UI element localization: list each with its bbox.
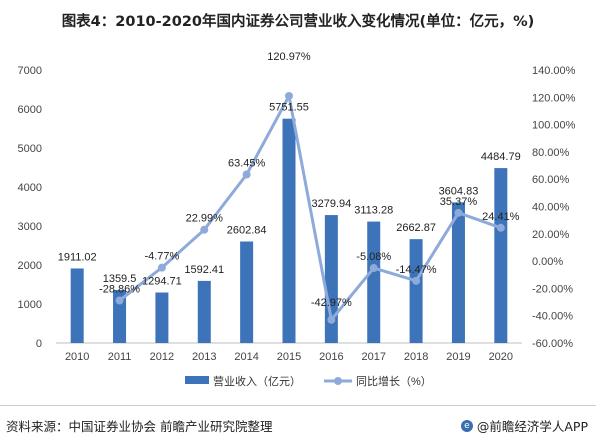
- growth-point: [285, 91, 293, 100]
- line-data-label: -14.47%: [396, 264, 437, 276]
- left-axis-tick-label: 6000: [18, 104, 42, 116]
- bar-data-label: 5751.55: [269, 102, 309, 114]
- line-data-label: 120.97%: [267, 51, 311, 63]
- line-data-label: 24.41%: [482, 211, 520, 223]
- legend-bar-label: 营业收入（亿元）: [213, 374, 301, 388]
- line-data-labels: -28.86% -4.77% 22.99% 63.45% 120.97% -42.97% -…: [99, 51, 520, 309]
- chart-title: 图表4：2010-2020年国内证券公司营业收入变化情况(单位：亿元，%): [61, 14, 535, 30]
- line-data-label: 22.99%: [186, 213, 224, 225]
- right-axis-tick-label: 100.00%: [532, 120, 576, 132]
- x-axis-tick-label: 2018: [404, 351, 428, 363]
- growth-point: [454, 208, 463, 217]
- bar-data-label: 1359.5: [103, 273, 137, 285]
- bar: [113, 289, 127, 343]
- legend: 营业收入（亿元） 同比增长（%）: [185, 374, 432, 388]
- brand-label: @前瞻经济学人APP: [476, 419, 588, 434]
- right-axis-tick-label: -40.00%: [532, 311, 573, 323]
- x-axis-tick-label: 2020: [489, 351, 513, 363]
- line-data-label: -5.08%: [356, 251, 391, 263]
- legend-line-label: 同比增长（%）: [356, 374, 432, 388]
- growth-point: [200, 225, 209, 234]
- bar-data-label: 3113.28: [354, 205, 393, 217]
- growth-point: [496, 223, 505, 232]
- line-series: [115, 91, 505, 324]
- right-axis-tick-label: 20.00%: [532, 229, 570, 241]
- growth-point: [327, 315, 336, 324]
- bar: [282, 118, 296, 344]
- growth-point: [115, 296, 124, 305]
- x-axis-tick-label: 2011: [108, 351, 132, 363]
- right-axis-tick-label: -60.00%: [532, 338, 573, 350]
- bar-data-label: 2602.84: [227, 224, 267, 236]
- legend-line-marker: [334, 377, 342, 385]
- left-axis-tick-label: 3000: [18, 221, 42, 233]
- right-axis-tick-label: 60.00%: [532, 174, 570, 186]
- bar: [240, 241, 254, 343]
- x-axis-tick-label: 2012: [150, 351, 174, 363]
- bar-data-label: 3279.94: [311, 198, 351, 210]
- bar: [197, 280, 211, 343]
- bar: [451, 202, 465, 343]
- growth-point: [412, 276, 421, 285]
- bar-data-label: 3604.83: [439, 185, 479, 197]
- left-axis-tick-label: 2000: [18, 260, 42, 272]
- x-axis-tick-label: 2016: [319, 351, 343, 363]
- brand-logo-icon: e: [460, 419, 473, 432]
- bar-data-label: 1294.71: [142, 276, 182, 288]
- x-axis-tick-label: 2010: [65, 351, 89, 363]
- bar: [494, 168, 508, 343]
- chart: 0 1000 2000 3000 4000 5000 6000 7000 -60.00% -40…: [18, 51, 576, 388]
- bar: [70, 268, 84, 343]
- right-axis-tick-label: 140.00%: [532, 65, 576, 77]
- left-axis-tick-label: 1000: [18, 299, 42, 311]
- bar-data-label: 4484.79: [481, 151, 521, 163]
- left-axis-tick-label: 5000: [18, 143, 42, 155]
- bar-series: [70, 118, 508, 344]
- brand: e @前瞻经济学人APP: [460, 416, 588, 435]
- bar-data-label: 1592.41: [184, 264, 224, 276]
- bar: [367, 221, 381, 343]
- bar: [155, 292, 169, 343]
- right-axis-tick-label: 120.00%: [532, 92, 576, 104]
- source-note: 资料来源：中国证券业协会 前瞻产业研究院整理: [6, 419, 273, 434]
- right-axis-tick-label: 40.00%: [532, 202, 570, 214]
- x-axis: 2010 2011 2012 2013 2014 2015 2016 2017 2018 2019…: [56, 342, 522, 363]
- line-data-label: -42.97%: [311, 297, 352, 309]
- left-axis-tick-label: 0: [36, 338, 42, 350]
- bar: [409, 239, 423, 343]
- growth-point: [369, 264, 378, 273]
- x-axis-tick-label: 2019: [446, 351, 470, 363]
- bar: [324, 215, 338, 343]
- right-axis-tick-label: -20.00%: [532, 283, 573, 295]
- x-axis-tick-label: 2015: [277, 351, 301, 363]
- line-data-label: 63.45%: [228, 157, 266, 169]
- right-axis: -60.00% -40.00% -20.00% 0.00% 20.00% 40.00% 60…: [532, 65, 576, 350]
- x-axis-tick-label: 2014: [234, 351, 258, 363]
- footer: 资料来源：中国证券业协会 前瞻产业研究院整理 e @前瞻经济学人APP: [0, 405, 596, 441]
- left-axis: 0 1000 2000 3000 4000 5000 6000 7000: [18, 65, 42, 350]
- line-data-label: 35.37%: [440, 196, 478, 208]
- bar-data-label: 1911.02: [58, 251, 97, 263]
- growth-point: [242, 170, 251, 179]
- bar-data-label: 2662.87: [396, 222, 436, 234]
- line-data-label: -4.77%: [144, 251, 179, 263]
- x-axis-tick-label: 2013: [192, 351, 216, 363]
- right-axis-tick-label: 0.00%: [532, 256, 563, 268]
- right-axis-tick-label: 80.00%: [532, 147, 570, 159]
- growth-line: [118, 94, 502, 322]
- growth-point: [157, 263, 166, 272]
- line-data-label: -28.86%: [99, 283, 140, 295]
- left-axis-tick-label: 7000: [18, 65, 42, 77]
- left-axis-tick-label: 4000: [18, 182, 42, 194]
- x-axis-tick-label: 2017: [361, 351, 385, 363]
- legend-bar-swatch: [185, 376, 209, 384]
